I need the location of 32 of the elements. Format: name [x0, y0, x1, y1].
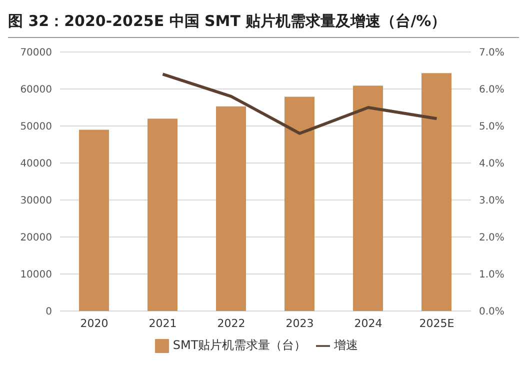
y-tick-label: 40000 — [20, 158, 52, 170]
y2-tick-label: 5.0% — [479, 122, 504, 133]
y-tick-label: 60000 — [20, 84, 52, 96]
x-tick-label: 2024 — [354, 316, 382, 330]
y2-tick-label: 6.0% — [479, 84, 504, 96]
bar — [284, 96, 314, 311]
bar — [216, 106, 246, 311]
chart-title: 图 32：2020-2025E 中国 SMT 贴片机需求量及增速（台/%） — [8, 8, 519, 38]
legend-label: 增速 — [334, 338, 358, 352]
y-tick-label: 0 — [46, 306, 52, 318]
x-tick-label: 2020 — [80, 316, 108, 330]
bar — [79, 130, 109, 311]
x-tick-label: 2022 — [217, 316, 246, 330]
y2-tick-label: 3.0% — [479, 196, 504, 207]
x-tick-label: 2025E — [419, 316, 454, 330]
x-tick-label: 2021 — [148, 316, 177, 330]
y2-tick-label: 1.0% — [479, 270, 504, 281]
bar — [422, 73, 452, 311]
line-series — [161, 72, 438, 135]
y-tick-label: 20000 — [20, 232, 52, 244]
y2-tick-label: 0.0% — [479, 306, 504, 318]
bar — [353, 86, 383, 311]
bar — [148, 118, 178, 311]
legend-label: SMT贴片机需求量（台） — [172, 338, 306, 352]
y-tick-label: 70000 — [20, 48, 52, 59]
y-tick-label: 50000 — [20, 122, 52, 133]
y2-tick-label: 2.0% — [479, 232, 504, 244]
y-tick-label: 30000 — [20, 196, 52, 207]
y-tick-label: 10000 — [20, 270, 52, 281]
y2-tick-label: 4.0% — [479, 158, 504, 170]
x-tick-label: 2023 — [286, 316, 314, 330]
y2-tick-label: 7.0% — [479, 48, 504, 59]
